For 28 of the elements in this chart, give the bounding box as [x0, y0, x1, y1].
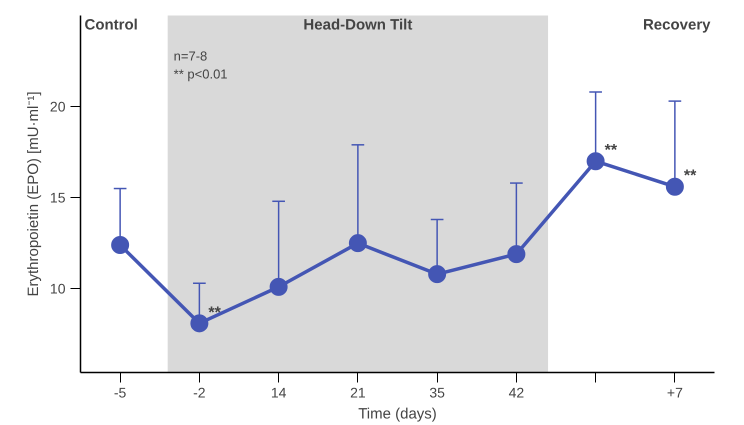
- y-axis-title: Erythropoietin (EPO) [mU·ml⁻¹]: [24, 91, 42, 297]
- band-label: Head-Down Tilt: [303, 16, 412, 34]
- point: [586, 152, 605, 170]
- x-axis-title: Time (days): [358, 406, 437, 422]
- annotation: n=7-8: [174, 48, 208, 64]
- x-tick-label: -5: [114, 384, 127, 400]
- point: [507, 245, 526, 264]
- point: [666, 178, 684, 196]
- annotation: ** p<0.01: [174, 66, 228, 82]
- annotation: **: [604, 142, 618, 160]
- point: [270, 278, 288, 296]
- y-tick-label: 10: [50, 280, 66, 297]
- annotation: **: [208, 304, 222, 322]
- y-tick-label: 15: [50, 190, 66, 206]
- x-tick-label: -2: [193, 384, 206, 400]
- x-tick-label: 35: [429, 384, 446, 400]
- y-tick-label: 20: [50, 98, 66, 115]
- point: [190, 314, 208, 332]
- annotation: Recovery: [642, 16, 712, 34]
- point: [348, 234, 367, 252]
- x-tick-label: +7: [666, 384, 684, 400]
- x-tick-label: 21: [350, 384, 366, 400]
- x-tick-label: 42: [508, 384, 524, 400]
- point: [428, 265, 446, 284]
- point: [111, 236, 130, 254]
- annotation: **: [684, 168, 698, 185]
- x-tick-label: 14: [270, 384, 287, 400]
- annotation: Control: [84, 16, 138, 34]
